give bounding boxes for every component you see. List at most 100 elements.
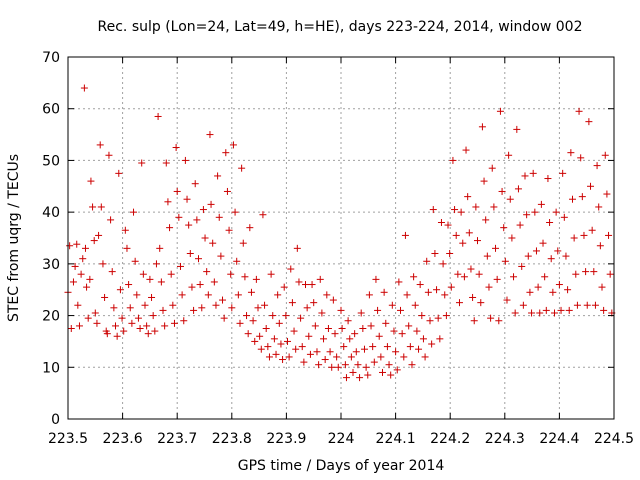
data-point <box>130 208 138 216</box>
data-point <box>188 283 196 291</box>
data-point <box>74 301 82 309</box>
data-point <box>537 200 545 208</box>
data-point <box>180 317 188 325</box>
data-point <box>419 335 427 343</box>
data-point <box>131 257 139 265</box>
data-point <box>434 314 442 322</box>
data-point <box>442 312 450 320</box>
data-point <box>162 159 170 167</box>
data-point <box>95 231 103 239</box>
data-point <box>275 319 283 327</box>
data-point <box>400 353 408 361</box>
data-point <box>415 345 423 353</box>
data-point <box>116 286 124 294</box>
data-point <box>433 286 441 294</box>
data-point <box>261 301 269 309</box>
data-point <box>207 200 215 208</box>
data-point <box>259 211 267 219</box>
data-point <box>500 224 508 232</box>
data-point <box>292 345 300 353</box>
data-point <box>246 224 254 232</box>
data-point <box>337 306 345 314</box>
data-point <box>552 208 560 216</box>
data-point <box>446 250 454 258</box>
data-point <box>206 131 214 139</box>
data-point <box>194 255 202 263</box>
data-point <box>452 231 460 239</box>
y-tick-label: 40 <box>42 205 60 221</box>
data-point <box>89 203 97 211</box>
data-point <box>388 301 396 309</box>
data-point <box>269 312 277 320</box>
data-point <box>198 304 206 312</box>
data-point <box>306 350 314 358</box>
data-point <box>487 314 495 322</box>
x-tick-label: 224 <box>328 431 355 447</box>
data-point <box>510 273 518 281</box>
data-point <box>267 270 275 278</box>
data-point <box>282 312 290 320</box>
data-point <box>254 304 262 312</box>
data-point <box>231 208 239 216</box>
data-point <box>303 304 311 312</box>
x-axis-label: GPS time / Days of year 2014 <box>238 458 445 474</box>
data-point <box>455 299 463 307</box>
data-point <box>112 322 120 330</box>
data-point <box>227 270 235 278</box>
data-point <box>110 304 118 312</box>
data-point <box>418 312 426 320</box>
data-point <box>511 309 519 317</box>
data-point <box>244 330 252 338</box>
data-point <box>555 281 563 289</box>
data-point <box>523 211 531 219</box>
data-point <box>342 374 350 382</box>
data-point <box>79 255 87 263</box>
data-point <box>390 327 398 335</box>
data-point <box>293 244 301 252</box>
data-point <box>143 322 151 330</box>
data-point <box>340 343 348 351</box>
data-point <box>103 330 111 338</box>
data-point <box>347 353 355 361</box>
data-point <box>84 314 92 322</box>
data-point <box>219 296 227 304</box>
x-tick-label: 224.2 <box>430 431 470 447</box>
data-point <box>534 283 542 291</box>
data-point <box>308 281 316 289</box>
data-point <box>223 187 231 195</box>
y-axis-label: STEC from uqrg / TECUs <box>6 154 22 322</box>
data-point <box>469 293 477 301</box>
data-point <box>370 358 378 366</box>
data-point <box>365 291 373 299</box>
data-point <box>437 218 445 226</box>
data-point <box>475 270 483 278</box>
data-point <box>477 299 485 307</box>
data-point <box>77 270 85 278</box>
data-point <box>359 325 367 332</box>
data-point <box>398 330 406 338</box>
data-point <box>519 301 527 309</box>
data-point <box>577 154 585 162</box>
data-point <box>217 252 225 260</box>
data-point <box>252 275 260 283</box>
data-point <box>591 301 599 309</box>
data-point <box>531 208 539 216</box>
data-point <box>86 275 94 283</box>
data-point <box>101 293 109 301</box>
data-point <box>251 337 259 345</box>
data-point <box>326 348 334 356</box>
data-point <box>181 156 189 164</box>
data-point <box>265 353 273 361</box>
data-point <box>605 231 613 239</box>
data-point <box>567 149 575 157</box>
data-point <box>157 278 165 286</box>
data-point <box>490 203 498 211</box>
data-point <box>96 141 104 149</box>
data-point <box>449 156 457 164</box>
data-point <box>354 361 362 369</box>
data-point <box>405 322 413 330</box>
data-point <box>329 296 337 304</box>
data-point <box>176 262 184 270</box>
data-point <box>262 325 270 332</box>
data-point <box>431 250 439 258</box>
